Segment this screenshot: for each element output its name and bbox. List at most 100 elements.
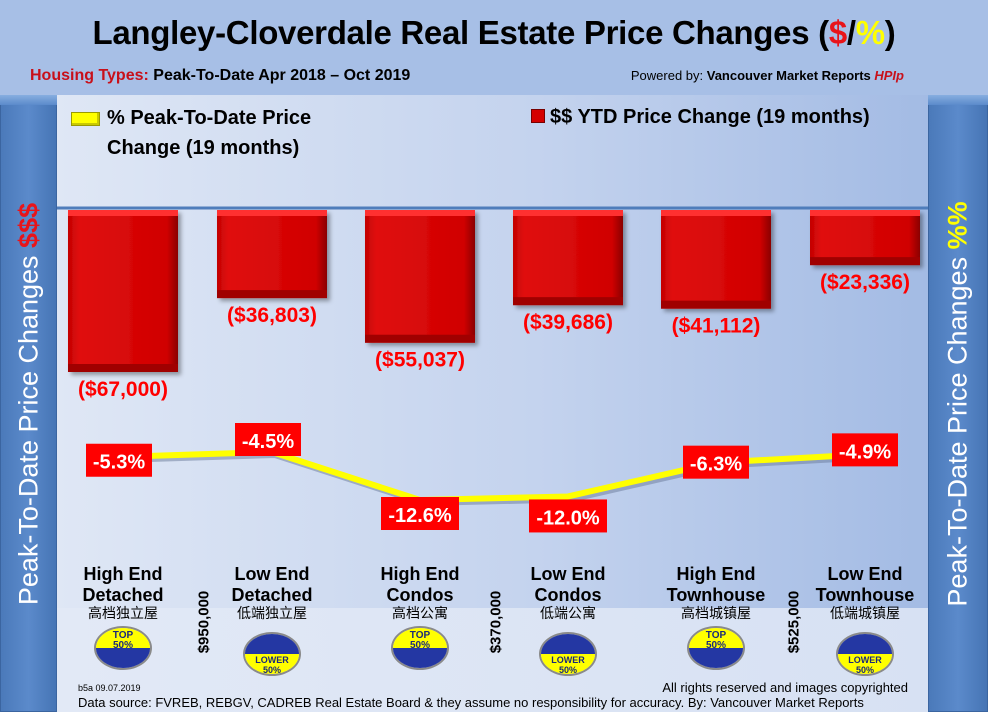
bar-2 [365, 210, 475, 343]
bar-bevel-top [68, 210, 178, 216]
category-label: High End Townhouse 高档城镇屋 [646, 564, 786, 623]
percent-value-label: -4.5% [242, 431, 294, 453]
title-percent: % [855, 14, 885, 51]
percent-label-box [683, 445, 749, 479]
category-label: Low End Condos 低端公寓 [498, 564, 638, 623]
percent-value-label: -4.9% [839, 441, 891, 463]
lower-50-badge-icon: LOWER 50% [539, 632, 597, 676]
category-chinese: 低端独立屋 [237, 606, 307, 622]
category-line2: Detached [231, 585, 313, 605]
badge-text: LOWER 50% [255, 655, 289, 675]
category-line1: High End [676, 564, 756, 584]
powered-prefix: Powered by: [630, 68, 707, 83]
percent-value-label: -5.3% [93, 452, 145, 474]
category-label: Low End Townhouse 低端城镇屋 [795, 564, 935, 623]
percent-label-box [86, 443, 152, 477]
badge-text: LOWER 50% [848, 655, 882, 675]
bar-bevel-top [217, 210, 327, 216]
category-label: High End Detached 高档独立屋 [53, 564, 193, 623]
legend-percent: % Peak-To-Date Price Change (19 months) [71, 103, 312, 163]
title-slash: / [846, 14, 856, 51]
bar-bevel-top [365, 210, 475, 216]
data-source: Data source: FVREB, REBGV, CADREB Real E… [78, 695, 864, 710]
powered-by: Powered by: Vancouver Market Reports HPI… [631, 68, 904, 83]
percent-label-box [381, 497, 459, 530]
price-threshold-label: $525,000 [785, 590, 803, 654]
category-line2: Townhouse [666, 585, 766, 605]
bar-bevel-bottom [810, 257, 920, 266]
percent-label-box [235, 423, 301, 456]
subtitle-period: Peak-To-Date Apr 2018 – Oct 2019 [148, 67, 411, 84]
category-line2: Condos [534, 585, 602, 605]
badge-text: TOP 50% [409, 630, 431, 651]
legend-dollar-text: $$ YTD Price Change (19 months) [550, 106, 870, 128]
banner-bevel [928, 95, 988, 105]
bar-value-label: ($67,000) [78, 378, 168, 401]
subtitle-label: Housing Types: [30, 67, 149, 84]
bar-bevel-top [810, 210, 920, 216]
title-close: ) [884, 14, 896, 51]
bar-5 [810, 210, 920, 266]
category-line2: Condos [386, 585, 454, 605]
percent-value-label: -6.3% [690, 454, 742, 476]
price-threshold-label: $370,000 [487, 590, 505, 654]
version-stamp: b5a 09.07.2019 [78, 683, 141, 693]
bar-4 [661, 210, 771, 309]
lower-50-badge-icon: LOWER 50% [836, 632, 894, 676]
category-chinese: 高档城镇屋 [681, 606, 751, 622]
bar-bevel-top [513, 210, 623, 216]
bar-bevel-top [661, 210, 771, 216]
legend-yellow-swatch-icon [71, 112, 100, 126]
bar-3 [513, 210, 623, 306]
right-axis-banner: Peak-To-Date Price Changes %% [928, 95, 988, 712]
category-line1: High End [83, 564, 163, 584]
lower-50-badge-icon: LOWER 50% [243, 632, 301, 676]
bar-1 [217, 210, 327, 299]
legend-percent-line1: % Peak-To-Date Price [107, 107, 312, 129]
percent-value-label: -12.6% [388, 505, 452, 527]
copyright-notice: All rights reserved and images copyright… [662, 680, 908, 695]
percent-label-box [529, 499, 607, 533]
category-chinese: 低端城镇屋 [830, 606, 900, 622]
category-label: Low End Detached 低端独立屋 [202, 564, 342, 623]
bar-bevel-bottom [217, 290, 327, 299]
bar-bevel-bottom [513, 297, 623, 306]
legend-percent-line2: Change (19 months) [107, 137, 300, 159]
category-chinese: 低端公寓 [540, 606, 596, 622]
category-line1: High End [380, 564, 460, 584]
subtitle: Housing Types: Peak-To-Date Apr 2018 – O… [30, 67, 410, 85]
legend-red-swatch-icon [531, 108, 545, 123]
price-threshold-label: $950,000 [195, 590, 213, 654]
bar-bevel-bottom [365, 334, 475, 343]
category-label: High End Condos 高档公寓 [350, 564, 490, 623]
category-line2: Detached [82, 585, 164, 605]
powered-hpi: HPIp [874, 68, 904, 83]
left-axis-banner: Peak-To-Date Price Changes $$$ [0, 95, 57, 712]
category-panel [57, 608, 928, 712]
title-dollar: $ [828, 14, 847, 51]
category-chinese: 高档公寓 [392, 606, 448, 622]
badge-text: TOP 50% [112, 630, 134, 651]
bar-bevel-bottom [661, 300, 771, 309]
badge-text: TOP 50% [705, 630, 727, 651]
chart-title: Langley-Cloverdale Real Estate Price Cha… [0, 14, 988, 52]
category-line2: Townhouse [815, 585, 915, 605]
top-50-badge-icon: TOP 50% [391, 626, 449, 670]
percent-label-box [832, 433, 898, 467]
category-line1: Low End [234, 564, 310, 584]
bar-value-label: ($23,336) [820, 271, 910, 294]
category-line1: Low End [530, 564, 606, 584]
banner-bevel [0, 95, 57, 105]
bar-value-label: ($39,686) [523, 311, 613, 334]
category-chinese: 高档独立屋 [88, 606, 158, 622]
bar-value-label: ($55,037) [375, 349, 465, 372]
title-text: Langley-Cloverdale Real Estate Price Cha… [92, 14, 830, 51]
category-line1: Low End [827, 564, 903, 584]
bar-value-label: ($36,803) [227, 304, 317, 327]
percent-value-label: -12.0% [536, 507, 600, 529]
bar-bevel-bottom [68, 364, 178, 372]
bar-0 [68, 210, 178, 372]
top-50-badge-icon: TOP 50% [94, 626, 152, 670]
badge-text: LOWER 50% [551, 655, 585, 675]
